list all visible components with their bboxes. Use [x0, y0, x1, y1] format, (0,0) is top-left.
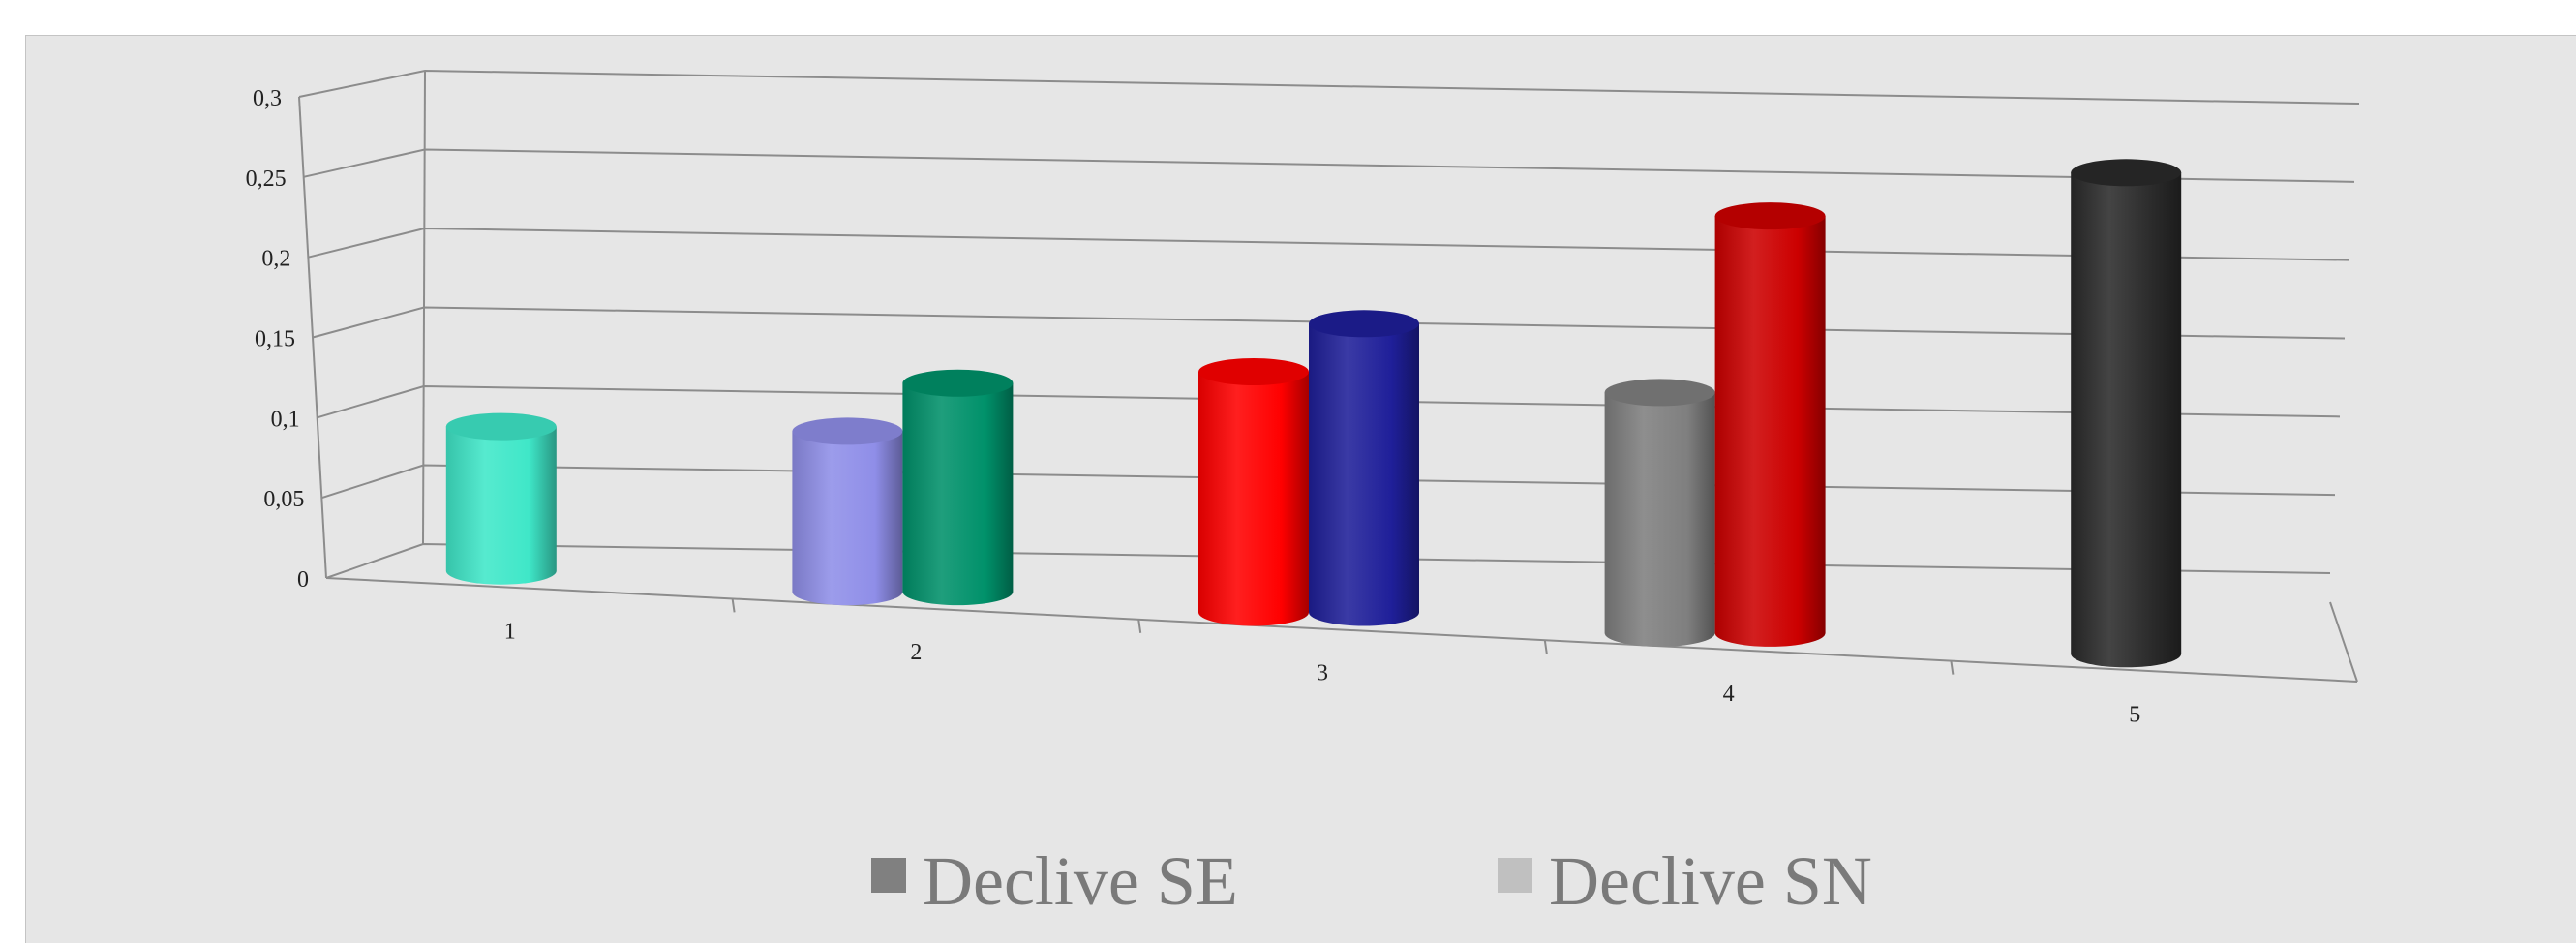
- x-tick-mark: [1950, 660, 1955, 675]
- y-axis-line: [298, 96, 327, 579]
- x-axis-line: [325, 577, 2358, 683]
- cylinder-body: [902, 382, 1014, 606]
- x-axis-ticks: 1 2 3 4 5: [504, 598, 2140, 727]
- bar-declive-sn: [445, 412, 557, 585]
- cylinder-top: [1604, 379, 1715, 407]
- cylinder-body: [2071, 172, 2182, 668]
- x-tick-mark: [1137, 619, 1142, 633]
- y-tick-label: 0,25: [246, 167, 287, 192]
- y-tick-label: 0,15: [255, 327, 295, 352]
- cylinder-body: [792, 431, 903, 606]
- y-tick-label: 0,1: [271, 407, 300, 432]
- bar-chart: 0 0,05 0,1 0,15 0,2 0,25 0,3 1 2 3 4 5 Declive SE …: [246, 69, 2360, 920]
- x-tick-mark: [731, 598, 736, 613]
- legend: Declive SE Declive SN: [871, 842, 1872, 920]
- gridline: [308, 227, 2350, 261]
- back-left-edge: [422, 70, 426, 545]
- x-tick-label: 1: [504, 620, 516, 645]
- x-tick-label: 2: [910, 640, 922, 665]
- y-axis-ticks: 0 0,05 0,1 0,15 0,2 0,25 0,3: [246, 86, 309, 593]
- bars-layer: [445, 159, 2182, 668]
- legend-swatch-declive-sn: [1498, 858, 1532, 893]
- cylinder-body: [1198, 372, 1309, 626]
- legend-swatch-declive-se: [871, 858, 906, 893]
- cylinder-body: [1309, 323, 1419, 626]
- cylinder-top: [1714, 202, 1826, 230]
- y-tick-label: 0,05: [263, 487, 304, 512]
- y-tick-label: 0: [297, 567, 309, 593]
- legend-label-declive-se: Declive SE: [923, 842, 1238, 920]
- gridline: [298, 69, 2360, 105]
- bar-declive-sn: [1309, 310, 1419, 626]
- gridline: [303, 148, 2355, 183]
- bar-declive-se: [1604, 379, 1715, 647]
- cylinder-top: [2071, 159, 2182, 187]
- cylinder-top: [445, 412, 557, 441]
- y-tick-label: 0,3: [253, 86, 282, 111]
- x-tick-mark: [1543, 640, 1548, 654]
- y-tick-label: 0,2: [261, 247, 290, 272]
- legend-label-declive-sn: Declive SN: [1549, 842, 1872, 920]
- cylinder-top: [1309, 310, 1419, 338]
- bar-declive-se: [1198, 358, 1309, 626]
- cylinder-body: [1714, 216, 1826, 647]
- x-tick-label: 5: [2129, 702, 2140, 727]
- cylinder-top: [902, 369, 1014, 397]
- bar-declive-sn: [1714, 202, 1826, 647]
- cylinder-body: [445, 426, 557, 585]
- x-tick-label: 4: [1723, 682, 1735, 707]
- cylinder-top: [792, 417, 903, 445]
- bar-declive-sn: [902, 369, 1014, 606]
- x-tick-label: 3: [1317, 661, 1328, 686]
- cylinder-body: [1604, 392, 1715, 647]
- floor-right-edge: [2329, 601, 2358, 683]
- grid-layer: [298, 69, 2360, 683]
- chart-area: 0 0,05 0,1 0,15 0,2 0,25 0,3 1 2 3 4 5 Declive SE …: [25, 35, 2576, 943]
- bar-declive-se: [792, 417, 903, 606]
- cylinder-top: [1198, 358, 1309, 385]
- bar-declive-sn: [2071, 159, 2182, 668]
